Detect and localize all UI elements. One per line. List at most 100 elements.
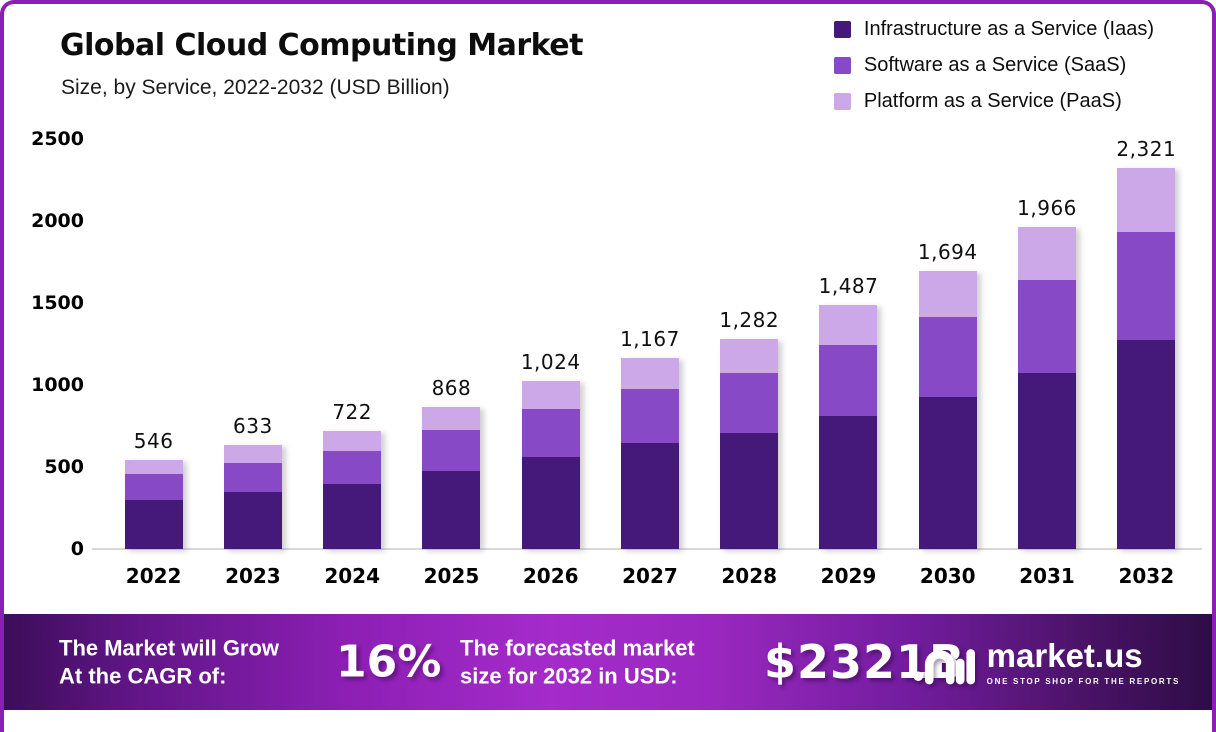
y-tick-2000: 2000 [31, 210, 84, 232]
bar-group-2031: 1,966 [997, 137, 1096, 549]
bar-segment [1117, 339, 1176, 549]
bar-segment [620, 357, 679, 389]
x-tick-2029: 2029 [820, 564, 877, 588]
bar-segment [819, 415, 878, 549]
bar-segment [323, 484, 382, 549]
forecast-label: The forecasted market size for 2032 in U… [460, 635, 695, 690]
bar-segment [521, 381, 580, 409]
bar-total-label: 546 [133, 428, 174, 453]
page-title: Global Cloud Computing Market [60, 28, 584, 63]
bar-stack [720, 338, 779, 549]
bar-group-2030: 1,694 [898, 137, 997, 549]
cagr-label-line1: The Market will Grow [59, 635, 280, 661]
bar-total-label: 722 [332, 399, 372, 424]
bar-total-label: 1,282 [719, 307, 780, 332]
bar-total-label: 868 [431, 375, 472, 400]
brand-name: market.us [986, 636, 1143, 674]
bar-segment [620, 388, 679, 444]
bottom-strip [4, 710, 1212, 732]
bar-chart-area: 546 633 722 868 1,024 1,167 1,282 1,487 1,694 1,9… [104, 137, 1196, 549]
bar-segment [720, 338, 779, 373]
x-tick-2026: 2026 [522, 564, 579, 588]
bar-total-label: 1,966 [1017, 195, 1077, 220]
brand-tagline: ONE STOP SHOP FOR THE REPORTS [986, 676, 1180, 686]
bar-group-2025: 868 [402, 137, 501, 549]
y-tick-0: 0 [70, 538, 84, 560]
legend-item-2: Software as a Service (SaaS) [833, 54, 1154, 77]
bar-group-2029: 1,487 [799, 137, 898, 549]
bar-group-2026: 1,024 [501, 137, 600, 549]
footer-banner: The Market will Grow At the CAGR of: 16%… [4, 614, 1212, 710]
bar-segment [323, 451, 382, 485]
bar-segment [1117, 232, 1176, 340]
x-tick-2024: 2024 [324, 564, 380, 588]
x-tick-2032: 2032 [1118, 564, 1175, 588]
bar-segment [124, 459, 183, 475]
market-us-logo: market.us ONE STOP SHOP FOR THE REPORTS [913, 637, 1180, 687]
bar-total-label: 633 [233, 414, 273, 439]
bar-group-2023: 633 [203, 137, 302, 549]
bar-stack [521, 381, 580, 549]
x-tick-2030: 2030 [919, 564, 976, 588]
bar-stack [422, 406, 481, 549]
bar-group-2022: 546 [104, 137, 203, 549]
legend-swatch-icon [833, 93, 851, 110]
bar-segment [124, 500, 183, 549]
legend-label: Platform as a Service (PaaS) [863, 90, 1122, 112]
legend-item-3: Platform as a Service (PaaS) [833, 90, 1154, 113]
bar-segment [1018, 226, 1077, 281]
bar-segment [422, 406, 481, 430]
legend-item-1: Infrastructure as a Service (Iaas) [833, 18, 1154, 41]
bar-segment [223, 492, 282, 549]
market-us-logo-icon [913, 637, 975, 687]
chart-legend: Infrastructure as a Service (Iaas) Softwa… [833, 18, 1154, 113]
y-tick-1000: 1000 [31, 374, 84, 396]
bar-segment [223, 445, 282, 463]
bar-group-2028: 1,282 [700, 137, 799, 549]
bar-segment [323, 430, 382, 452]
bar-group-2027: 1,167 [600, 137, 699, 549]
bar-stack [819, 305, 878, 549]
x-axis-labels: 2022 2023 2024 2025 2026 2027 2028 2029 2030 2031… [104, 564, 1196, 588]
x-axis-line [92, 548, 1202, 550]
bar-segment [223, 462, 282, 493]
x-tick-2022: 2022 [125, 564, 182, 588]
bar-segment [918, 396, 977, 549]
bar-segment [720, 372, 779, 433]
bar-segment [422, 471, 481, 549]
legend-label: Infrastructure as a Service (Iaas) [863, 18, 1154, 40]
bar-total-label: 1,024 [520, 350, 581, 375]
cagr-value: 16% [336, 636, 442, 688]
bar-segment [521, 408, 580, 458]
cagr-label: The Market will Grow At the CAGR of: [59, 635, 279, 690]
cagr-label-line2: At the CAGR of: [59, 663, 227, 688]
bar-group-2024: 722 [303, 137, 402, 549]
bar-segment [1117, 168, 1176, 233]
bar-segment [819, 344, 878, 416]
legend-swatch-icon [833, 21, 851, 38]
y-axis: 0 500 1000 1500 2000 2500 [20, 128, 84, 560]
x-tick-2023: 2023 [225, 564, 281, 588]
bar-stack [223, 445, 282, 549]
bar-segment [521, 457, 580, 549]
logo-text: market.us ONE STOP SHOP FOR THE REPORTS [987, 639, 1180, 686]
bar-group-2032: 2,321 [1097, 137, 1196, 549]
bar-segment [422, 429, 481, 472]
forecast-label-line2: size for 2032 in USD: [460, 663, 678, 688]
bar-segment [918, 316, 977, 397]
bar-total-label: 1,487 [818, 274, 879, 299]
x-tick-2025: 2025 [423, 564, 480, 588]
legend-swatch-icon [833, 57, 851, 74]
bar-segment [918, 271, 977, 317]
y-tick-500: 500 [44, 456, 84, 478]
bar-total-label: 1,167 [620, 326, 680, 351]
bar-stack [918, 271, 977, 549]
bar-segment [819, 305, 878, 345]
bar-segment [1018, 280, 1077, 373]
page-subtitle: Size, by Service, 2022-2032 (USD Billion… [61, 76, 450, 99]
y-tick-2500: 2500 [31, 128, 84, 150]
y-tick-1500: 1500 [31, 292, 84, 314]
bar-stack [323, 430, 382, 549]
x-tick-2027: 2027 [622, 564, 678, 588]
